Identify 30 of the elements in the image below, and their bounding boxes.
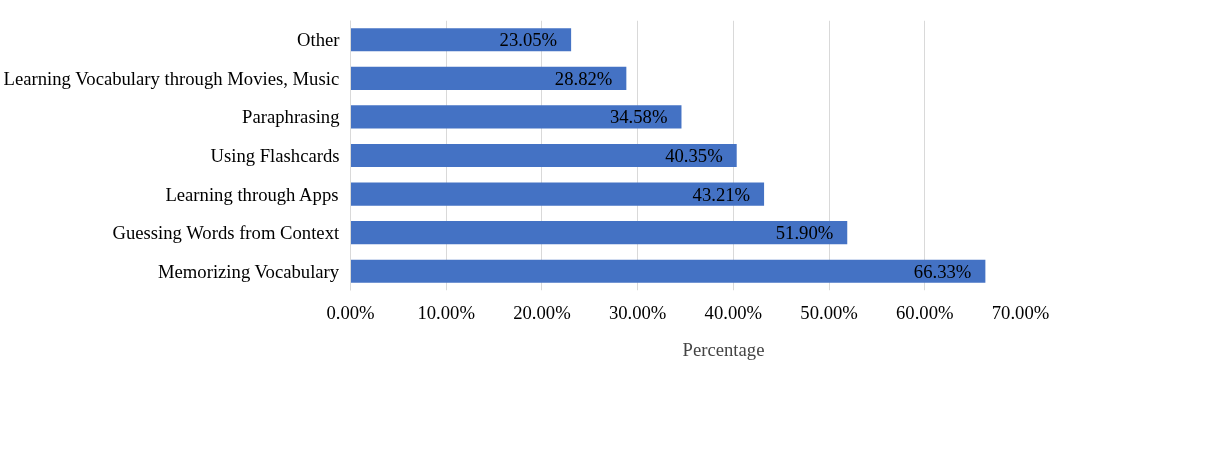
data-label: 43.21% bbox=[692, 183, 751, 205]
data-label: 34.58% bbox=[609, 106, 668, 128]
x-tick-label: 40.00% bbox=[704, 301, 763, 323]
x-tick-label: 60.00% bbox=[896, 301, 954, 323]
bar bbox=[350, 259, 986, 283]
data-label: 23.05% bbox=[499, 29, 558, 51]
data-label: 66.33% bbox=[913, 260, 972, 282]
bar bbox=[350, 66, 627, 90]
y-tick-label: Learning Vocabulary through Movies, Music bbox=[3, 67, 340, 89]
data-label: 40.35% bbox=[665, 145, 723, 166]
y-tick-label: Paraphrasing bbox=[242, 106, 340, 128]
bar bbox=[350, 143, 737, 168]
y-tick-label: Learning through Apps bbox=[165, 183, 339, 205]
data-label: 51.90% bbox=[775, 222, 834, 244]
x-tick-label: 50.00% bbox=[800, 301, 858, 323]
bar bbox=[350, 182, 765, 206]
bar bbox=[350, 28, 572, 52]
bar bbox=[350, 221, 848, 245]
y-tick-label: Memorizing Vocabulary bbox=[157, 260, 340, 282]
bar bbox=[350, 105, 682, 129]
x-tick-label: 20.00% bbox=[513, 301, 571, 323]
data-label: 28.82% bbox=[554, 67, 613, 89]
y-tick-label: Other bbox=[297, 29, 341, 51]
text: Percentage bbox=[682, 339, 765, 361]
x-tick-label: 0.00% bbox=[326, 301, 375, 323]
y-tick-label: Guessing Words from Context bbox=[112, 222, 340, 244]
x-tick-label: 10.00% bbox=[417, 301, 475, 323]
x-tick-label: 70.00% bbox=[991, 301, 1050, 323]
y-tick-label: Using Flashcards bbox=[210, 145, 340, 166]
x-tick-label: 30.00% bbox=[608, 301, 667, 323]
